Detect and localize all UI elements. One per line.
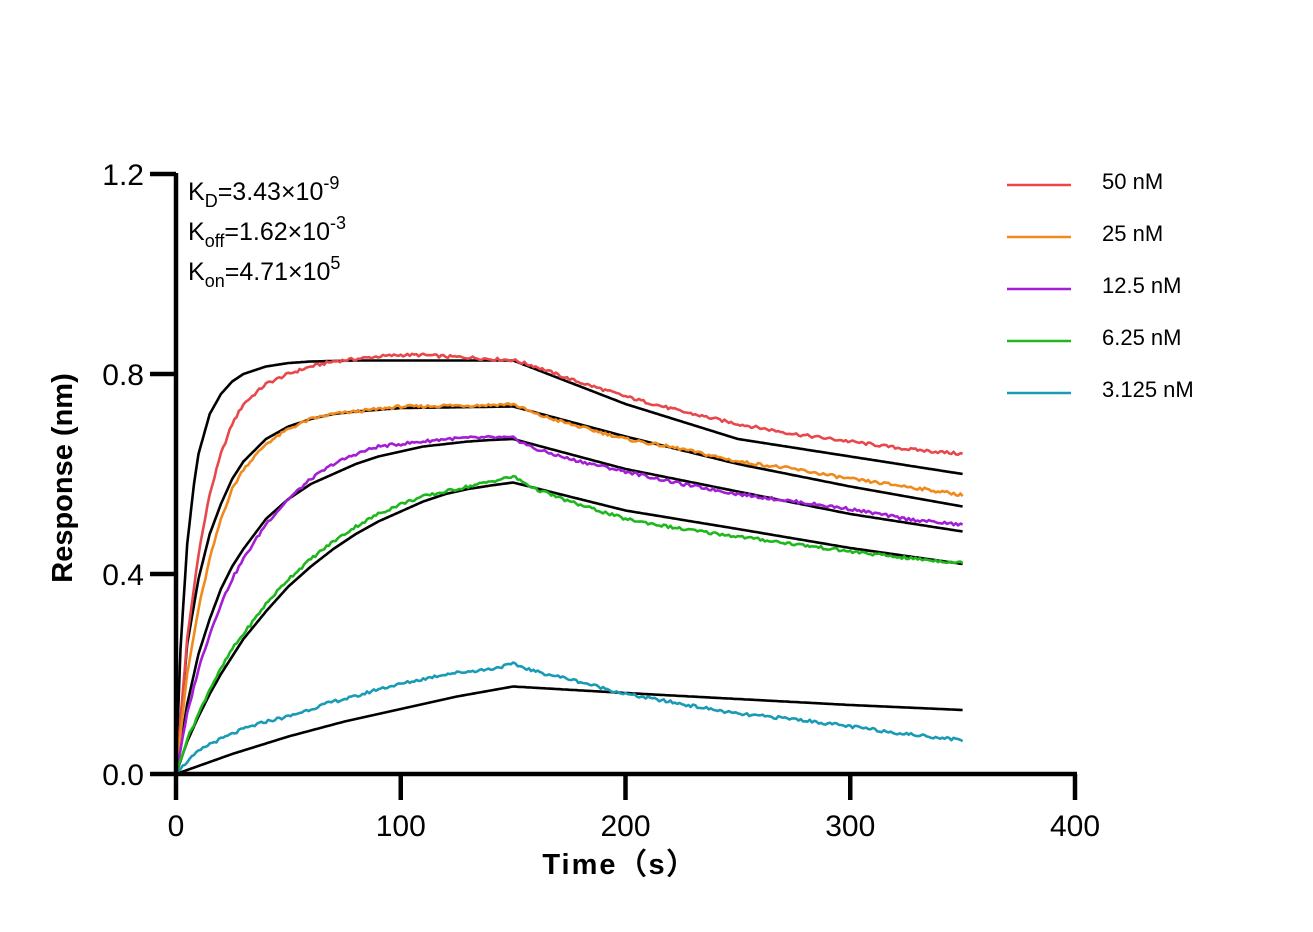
x-tick-label: 200 (600, 810, 650, 843)
x-tick-label: 0 (168, 810, 185, 843)
legend-label: 12.5 nM (1102, 273, 1182, 298)
measured-curve (174, 434, 964, 775)
fit-curve (174, 359, 963, 775)
legend-label: 50 nM (1102, 169, 1163, 194)
x-tick-label: 400 (1050, 810, 1100, 843)
measured-curve (175, 661, 964, 775)
measured-curves-group (174, 352, 964, 775)
y-tick-label: 0.8 (102, 359, 144, 392)
y-tick-label: 0.0 (102, 759, 144, 792)
x-axis-title: Time（s） (542, 848, 697, 881)
legend-label: 3.125 nM (1102, 377, 1194, 402)
kinetic-constant: Koff=1.62×10-3 (188, 213, 346, 251)
fit-curve (174, 405, 963, 775)
x-tick-label: 100 (376, 810, 426, 843)
legend-label: 6.25 nM (1102, 325, 1182, 350)
y-tick-label: 0.4 (102, 559, 144, 592)
legend-label: 25 nM (1102, 221, 1163, 246)
fit-curve (174, 437, 963, 775)
ticks-group: 0 100 200 300 400 0.0 0.4 0.8 1.2 (102, 159, 1100, 843)
y-axis-title: Response (nm) (47, 373, 79, 582)
kinetic-constant: Kon=4.71×105 (188, 253, 340, 291)
y-tick-label: 1.2 (102, 159, 144, 192)
x-tick-label: 300 (825, 810, 875, 843)
fit-curve (174, 481, 963, 775)
measured-curve (174, 402, 964, 775)
legend: 50 nM 25 nM 12.5 nM 6.25 nM 3.125 nM (1007, 169, 1194, 402)
measured-curve (174, 474, 964, 775)
fit-curve (175, 685, 963, 776)
kinetic-constant: KD=3.43×10-9 (188, 173, 339, 211)
measured-curve (174, 352, 963, 775)
